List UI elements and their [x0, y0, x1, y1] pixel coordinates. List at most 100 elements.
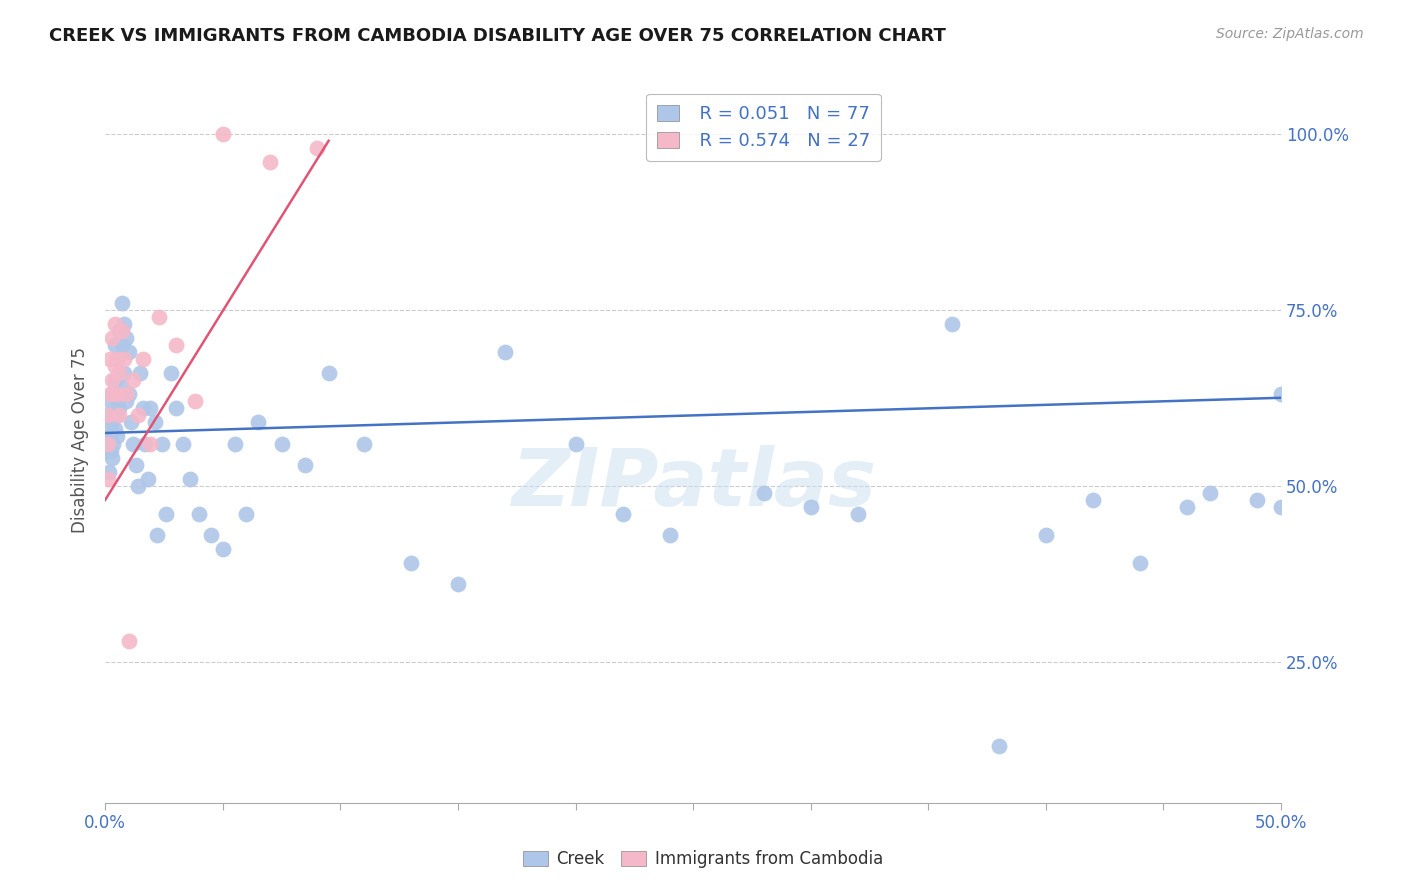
Point [111, 380, 134, 394]
Point [105, 352, 128, 367]
Point [564, 436, 586, 450]
Point [1199, 485, 1222, 500]
Point [447, 577, 470, 591]
Y-axis label: Disability Age Over 75: Disability Age Over 75 [72, 347, 89, 533]
Point [101, 387, 124, 401]
Point [100, 443, 122, 458]
Text: CREEK VS IMMIGRANTS FROM CAMBODIA DISABILITY AGE OVER 75 CORRELATION CHART: CREEK VS IMMIGRANTS FROM CAMBODIA DISABI… [49, 27, 946, 45]
Point [846, 507, 869, 521]
Point [148, 310, 170, 324]
Point [150, 436, 173, 450]
Point [97, 472, 120, 486]
Point [658, 528, 681, 542]
Point [108, 409, 131, 423]
Point [146, 528, 169, 542]
Point [143, 416, 166, 430]
Point [1129, 556, 1152, 570]
Point [987, 739, 1010, 754]
Point [97, 465, 120, 479]
Point [1270, 500, 1292, 514]
Point [127, 479, 149, 493]
Point [353, 436, 375, 450]
Point [111, 295, 134, 310]
Point [1175, 500, 1198, 514]
Text: Source: ZipAtlas.com: Source: ZipAtlas.com [1216, 27, 1364, 41]
Point [132, 352, 155, 367]
Point [270, 436, 292, 450]
Point [211, 542, 233, 557]
Point [97, 409, 120, 423]
Point [115, 331, 138, 345]
Point [247, 416, 270, 430]
Point [1270, 387, 1292, 401]
Point [98, 394, 121, 409]
Point [98, 352, 121, 367]
Point [139, 436, 162, 450]
Point [97, 436, 120, 450]
Point [127, 409, 149, 423]
Text: ZIPatlas: ZIPatlas [510, 444, 876, 523]
Point [112, 317, 135, 331]
Point [800, 500, 823, 514]
Point [108, 366, 131, 380]
Point [494, 345, 516, 359]
Point [118, 345, 141, 359]
Point [399, 556, 422, 570]
Point [941, 317, 963, 331]
Point [211, 127, 233, 141]
Point [305, 141, 328, 155]
Point [132, 401, 155, 416]
Point [96, 436, 118, 450]
Point [120, 416, 142, 430]
Point [224, 436, 246, 450]
Point [259, 155, 281, 169]
Point [134, 436, 156, 450]
Point [98, 387, 121, 401]
Point [183, 394, 205, 409]
Point [104, 373, 127, 387]
Point [112, 366, 135, 380]
Point [104, 359, 127, 373]
Point [112, 352, 135, 367]
Point [235, 507, 257, 521]
Point [165, 338, 187, 352]
Point [111, 338, 134, 352]
Point [101, 416, 124, 430]
Point [752, 485, 775, 500]
Point [115, 387, 138, 401]
Point [115, 394, 138, 409]
Point [108, 366, 131, 380]
Point [118, 387, 141, 401]
Point [105, 429, 128, 443]
Point [188, 507, 211, 521]
Point [104, 338, 127, 352]
Point [139, 401, 162, 416]
Point [1035, 528, 1057, 542]
Point [101, 331, 124, 345]
Point [118, 633, 141, 648]
Point [200, 528, 222, 542]
Legend: Creek, Immigrants from Cambodia: Creek, Immigrants from Cambodia [516, 844, 890, 875]
Point [101, 450, 124, 465]
Point [108, 401, 131, 416]
Point [104, 422, 127, 436]
Point [1246, 492, 1268, 507]
Point [160, 366, 183, 380]
Point [165, 401, 187, 416]
Point [1081, 492, 1104, 507]
Point [98, 422, 121, 436]
Point [122, 436, 145, 450]
Point [104, 409, 127, 423]
Legend:   R = 0.051   N = 77,   R = 0.574   N = 27: R = 0.051 N = 77, R = 0.574 N = 27 [647, 94, 882, 161]
Point [108, 324, 131, 338]
Point [101, 373, 124, 387]
Point [612, 507, 634, 521]
Point [105, 387, 128, 401]
Point [318, 366, 340, 380]
Point [122, 373, 145, 387]
Point [97, 443, 120, 458]
Point [179, 472, 201, 486]
Point [103, 436, 125, 450]
Point [129, 366, 152, 380]
Point [155, 507, 177, 521]
